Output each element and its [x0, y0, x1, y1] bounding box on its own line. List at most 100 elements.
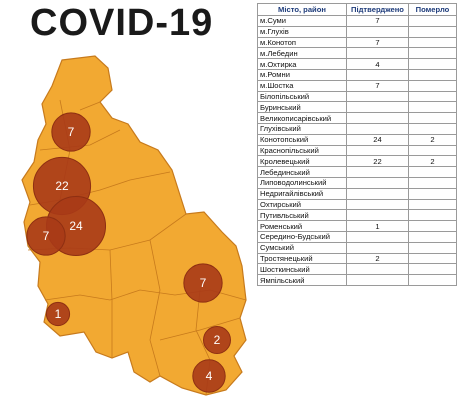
city-cell: Великописарівський [257, 112, 347, 124]
table-row: Білопільський [257, 90, 457, 103]
died-cell [408, 209, 457, 222]
city-cell: Ямпільський [257, 274, 347, 286]
table-body: м.Суми 7 м.Глухів м.Конотоп 7 м.Лебедин м.Охти… [257, 15, 457, 286]
city-cell: Липоводолинський [257, 176, 347, 189]
table-row: м.Охтирка 4 [257, 58, 457, 70]
died-cell [408, 144, 457, 157]
confirmed-cell: 1 [346, 220, 409, 232]
confirmed-cell [346, 198, 409, 211]
died-cell: 2 [408, 155, 457, 168]
case-bubble-label: 7 [200, 276, 207, 290]
died-cell [408, 79, 457, 92]
city-cell: Кролевецький [257, 155, 347, 168]
table-row: м.Конотоп 7 [257, 36, 457, 49]
district-border [79, 101, 101, 111]
district-border [39, 129, 121, 151]
city-cell: Шосткинський [257, 263, 347, 276]
table-row: Кролевецький 22 2 [257, 155, 457, 168]
city-cell: Середино-Будський [257, 230, 347, 243]
confirmed-cell [346, 68, 409, 81]
city-cell: Буринський [257, 101, 347, 114]
header-confirmed: Підтверджено [346, 3, 409, 16]
table-row: Сумський [257, 241, 457, 254]
table-row: м.Шостка 7 [257, 79, 457, 92]
died-cell [408, 252, 457, 265]
died-cell [408, 47, 457, 60]
case-bubble-label: 24 [69, 219, 83, 233]
city-cell: м.Суми [257, 15, 347, 27]
confirmed-cell [346, 144, 409, 157]
city-cell: Роменський [257, 220, 347, 232]
died-cell [408, 198, 457, 211]
table-row: Краснопільський [257, 144, 457, 157]
died-cell [408, 90, 457, 103]
confirmed-cell [346, 274, 409, 286]
table-row: Путивльський [257, 209, 457, 222]
died-cell [408, 166, 457, 178]
died-cell [408, 176, 457, 189]
case-bubble-label: 7 [43, 229, 50, 243]
table-row: Лебединський [257, 166, 457, 178]
city-cell: Сумський [257, 241, 347, 254]
died-cell [408, 274, 457, 286]
died-cell [408, 263, 457, 276]
district-border [159, 317, 241, 341]
header-city: Місто, район [257, 3, 347, 16]
case-bubble-label: 1 [55, 307, 62, 321]
case-bubble-label: 4 [206, 369, 213, 383]
table-row: Охтирський [257, 198, 457, 211]
case-bubble [183, 263, 223, 303]
confirmed-cell: 7 [346, 15, 409, 27]
table-row: Роменський 1 [257, 220, 457, 232]
table-row: Недригайлівський [257, 187, 457, 200]
table-row: Тростянецький 2 [257, 252, 457, 265]
case-bubble-label: 7 [68, 125, 75, 139]
city-cell: Недригайлівський [257, 187, 347, 200]
city-cell: Тростянецький [257, 252, 347, 265]
confirmed-cell [346, 122, 409, 135]
confirmed-cell: 22 [346, 155, 409, 168]
city-cell: Путивльський [257, 209, 347, 222]
table-row: Ямпільський [257, 274, 457, 286]
city-cell: Конотопський [257, 133, 347, 146]
died-cell: 2 [408, 133, 457, 146]
died-cell [408, 25, 457, 38]
confirmed-cell [346, 90, 409, 103]
table-row: Середино-Будський [257, 230, 457, 243]
case-bubble [26, 216, 66, 256]
confirmed-cell [346, 209, 409, 222]
city-cell: Білопільський [257, 90, 347, 103]
table-row: Шосткинський [257, 263, 457, 276]
confirmed-cell: 4 [346, 58, 409, 70]
covid-table: Місто, район Підтверджено Померло м.Суми… [257, 3, 457, 286]
city-cell: м.Лебедин [257, 47, 347, 60]
page-title: COVID-19 [30, 2, 214, 44]
died-cell [408, 36, 457, 49]
city-cell: м.Глухів [257, 25, 347, 38]
case-bubble [51, 112, 91, 152]
table-row: Буринський [257, 101, 457, 114]
died-cell [408, 101, 457, 114]
table-row: Липоводолинський [257, 176, 457, 189]
table-row: м.Ромни [257, 68, 457, 81]
died-cell [408, 122, 457, 135]
city-cell: Глухівський [257, 122, 347, 135]
table-row: Конотопський 24 2 [257, 133, 457, 146]
confirmed-cell [346, 187, 409, 200]
died-cell [408, 187, 457, 200]
city-cell: м.Ромни [257, 68, 347, 81]
city-cell: м.Конотоп [257, 36, 347, 49]
case-bubble-label: 22 [55, 179, 69, 193]
died-cell [408, 68, 457, 81]
died-cell [408, 241, 457, 254]
table-row: м.Глухів [257, 25, 457, 38]
table-row: м.Лебедин [257, 47, 457, 60]
table-row: м.Суми 7 [257, 15, 457, 27]
table-row: Глухівський [257, 122, 457, 135]
died-cell [408, 230, 457, 243]
died-cell [408, 112, 457, 124]
table-header-row: Місто, район Підтверджено Померло [257, 3, 457, 16]
district-border [149, 239, 161, 377]
confirmed-cell [346, 176, 409, 189]
